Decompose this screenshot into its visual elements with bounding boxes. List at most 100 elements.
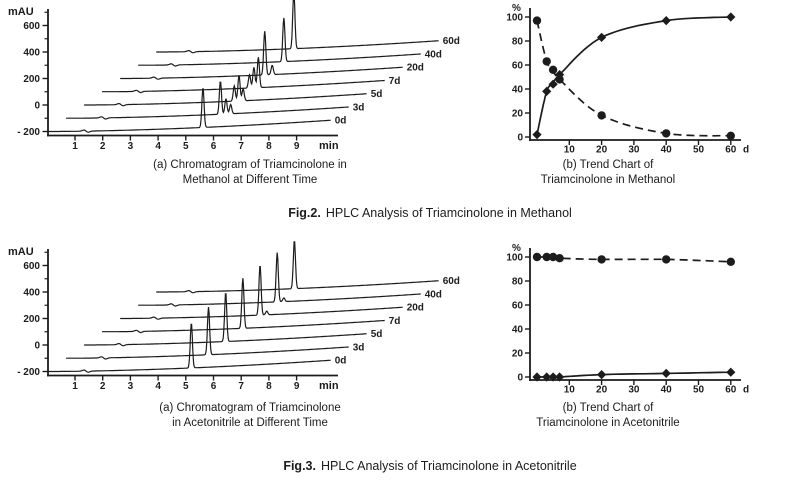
svg-text:400: 400 xyxy=(23,288,40,299)
svg-text:40: 40 xyxy=(512,85,524,96)
fig2b-caption-line1: (b) Trend Chart of xyxy=(562,159,654,171)
svg-text:8: 8 xyxy=(266,381,272,392)
svg-text:- 200: - 200 xyxy=(17,127,40,138)
svg-text:60: 60 xyxy=(512,301,524,312)
svg-text:400: 400 xyxy=(23,48,40,59)
svg-text:1: 1 xyxy=(72,141,78,152)
svg-text:7: 7 xyxy=(238,381,244,392)
svg-text:1: 1 xyxy=(72,381,78,392)
svg-text:0: 0 xyxy=(517,133,523,144)
svg-text:5: 5 xyxy=(183,381,189,392)
fig2a-caption-line2: Methanol at Different Time xyxy=(182,174,318,186)
svg-text:100: 100 xyxy=(506,253,523,264)
fig2b-caption: (b) Trend Chart of Triamcinolone in Meth… xyxy=(498,158,718,188)
svg-text:50: 50 xyxy=(693,145,705,156)
svg-text:6: 6 xyxy=(211,141,217,152)
svg-text:200: 200 xyxy=(23,74,40,85)
svg-text:40: 40 xyxy=(661,145,673,156)
fig3b-caption: (b) Trend Chart of Triamcinolone in Acet… xyxy=(498,401,718,431)
fig2-caption-text: HPLC Analysis of Triamcinolone in Methan… xyxy=(325,206,572,220)
svg-text:60: 60 xyxy=(725,385,737,396)
fig2-caption: Fig.2. HPLC Analysis of Triamcinolone in … xyxy=(62,206,798,220)
svg-text:%: % xyxy=(512,3,521,14)
svg-text:d: d xyxy=(743,145,749,156)
svg-text:- 200: - 200 xyxy=(17,367,40,378)
fig2b-caption-line2: Triamcinolone in Methanol xyxy=(540,174,676,186)
svg-text:3: 3 xyxy=(128,381,134,392)
fig3b-caption-line1: (b) Trend Chart of xyxy=(562,402,654,414)
svg-text:40: 40 xyxy=(512,325,524,336)
svg-text:20d: 20d xyxy=(407,303,424,314)
svg-text:9: 9 xyxy=(294,141,300,152)
svg-text:min: min xyxy=(319,380,339,392)
svg-text:80: 80 xyxy=(512,37,524,48)
svg-text:5: 5 xyxy=(183,141,189,152)
fig3a-chromatogram-svg: 600 400 200 0 - 200 1 2 3 4 5 6 7 8 9 mAU min 0d 3d 5d 7d 20… xyxy=(8,241,460,392)
fig3-caption: Fig.3. HPLC Analysis of Triamcinolone in … xyxy=(62,459,798,473)
svg-text:60d: 60d xyxy=(443,276,460,287)
svg-text:600: 600 xyxy=(23,21,40,32)
svg-text:60d: 60d xyxy=(443,36,460,47)
fig2b-trend-svg: 100 80 60 40 20 0 10 20 30 40 50 60% d xyxy=(506,3,749,156)
svg-text:7d: 7d xyxy=(389,316,401,327)
fig3-chromatogram-panel: 600 400 200 0 - 200 1 2 3 4 5 6 7 8 9 mAU min 0d 3d 5d 7d 20… xyxy=(0,240,470,392)
fig2-trend-panel: 100 80 60 40 20 0 10 20 30 40 50 60% d xyxy=(505,0,765,160)
fig2a-caption-line1: (a) Chromatogram of Triamcinolone in xyxy=(153,159,347,171)
svg-text:100: 100 xyxy=(506,13,523,24)
svg-text:6: 6 xyxy=(211,381,217,392)
svg-text:20: 20 xyxy=(596,385,608,396)
fig3-caption-text: HPLC Analysis of Triamcinolone in Aceton… xyxy=(320,459,577,473)
svg-text:20d: 20d xyxy=(407,63,424,74)
fig3a-caption-line2: in Acetonitrile at Different Time xyxy=(172,417,328,429)
svg-text:0: 0 xyxy=(34,341,40,352)
fig3b-caption-line2: Triamcinolone in Acetonitrile xyxy=(536,417,680,429)
svg-text:5d: 5d xyxy=(371,329,383,340)
svg-text:40d: 40d xyxy=(425,50,442,61)
svg-text:2: 2 xyxy=(100,381,106,392)
fig3b-trend-svg: 100 80 60 40 20 0 10 20 30 40 50 60% d xyxy=(506,243,749,396)
svg-text:5d: 5d xyxy=(371,89,383,100)
svg-text:2: 2 xyxy=(100,141,106,152)
svg-text:20: 20 xyxy=(512,109,524,120)
svg-text:3d: 3d xyxy=(353,103,365,114)
svg-text:10: 10 xyxy=(564,145,576,156)
fig2-chromatogram-panel: 600 400 200 0 - 200 1 2 3 4 5 6 7 8 9 mAU min 0d 3d 5d 7d 20… xyxy=(0,0,470,152)
svg-text:7d: 7d xyxy=(389,76,401,87)
svg-text:40: 40 xyxy=(661,385,673,396)
svg-text:20: 20 xyxy=(596,145,608,156)
svg-text:mAU: mAU xyxy=(8,246,34,258)
svg-text:40d: 40d xyxy=(425,290,442,301)
svg-text:50: 50 xyxy=(693,385,705,396)
svg-text:0d: 0d xyxy=(335,356,347,367)
svg-text:mAU: mAU xyxy=(8,6,34,18)
fig2a-chromatogram-svg: 600 400 200 0 - 200 1 2 3 4 5 6 7 8 9 mAU min 0d 3d 5d 7d 20… xyxy=(8,0,460,152)
svg-text:3d: 3d xyxy=(353,343,365,354)
svg-text:d: d xyxy=(743,385,749,396)
svg-text:80: 80 xyxy=(512,277,524,288)
svg-text:60: 60 xyxy=(512,61,524,72)
svg-text:9: 9 xyxy=(294,381,300,392)
fig2a-caption: (a) Chromatogram of Triamcinolone in Met… xyxy=(30,158,470,188)
fig3-trend-panel: 100 80 60 40 20 0 10 20 30 40 50 60% d xyxy=(505,240,765,400)
svg-text:30: 30 xyxy=(628,385,640,396)
svg-text:min: min xyxy=(319,140,339,152)
svg-text:7: 7 xyxy=(238,141,244,152)
fig3a-caption-line1: (a) Chromatogram of Triamcinolone xyxy=(159,402,341,414)
svg-text:3: 3 xyxy=(128,141,134,152)
svg-text:0d: 0d xyxy=(335,116,347,127)
svg-text:200: 200 xyxy=(23,314,40,325)
svg-text:8: 8 xyxy=(266,141,272,152)
svg-text:30: 30 xyxy=(628,145,640,156)
fig3a-caption: (a) Chromatogram of Triamcinolone in Ace… xyxy=(30,401,470,431)
svg-text:20: 20 xyxy=(512,349,524,360)
svg-text:0: 0 xyxy=(517,373,523,384)
svg-text:4: 4 xyxy=(155,381,161,392)
svg-text:10: 10 xyxy=(564,385,576,396)
svg-text:0: 0 xyxy=(34,101,40,112)
fig2-caption-label: Fig.2. xyxy=(288,206,321,220)
svg-text:600: 600 xyxy=(23,261,40,272)
svg-text:60: 60 xyxy=(725,145,737,156)
fig3-caption-label: Fig.3. xyxy=(283,459,316,473)
svg-text:%: % xyxy=(512,243,521,254)
